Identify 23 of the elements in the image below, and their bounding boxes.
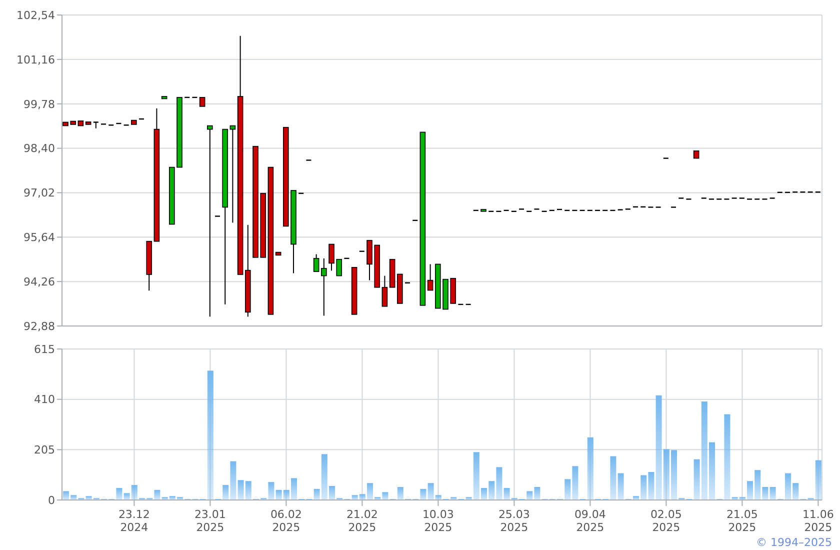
x-tick-label: 02.05 2025 — [650, 508, 682, 534]
y-tick-label: 615 — [34, 342, 55, 356]
y-tick-label: 410 — [34, 393, 55, 406]
y-tick-label: 97,02 — [24, 186, 55, 200]
x-tick-label: 09.04 2025 — [574, 508, 606, 534]
y-tick-label: 101,16 — [16, 53, 55, 66]
y-tick-label: 98,40 — [24, 142, 55, 156]
y-tick-label: 99,78 — [24, 98, 55, 111]
y-tick-label: 92,88 — [24, 320, 55, 333]
y-tick-label: 0 — [48, 494, 55, 507]
x-tick-label: 21.02 2025 — [346, 508, 378, 534]
x-tick-label: 21.05 2025 — [726, 508, 758, 534]
y-tick-label: 94,26 — [24, 275, 55, 288]
x-tick-label: 06.02 2025 — [270, 508, 302, 534]
y-tick-label: 95,64 — [24, 231, 55, 244]
x-tick-label: 25.03 2025 — [498, 508, 530, 534]
x-tick-label: 10.03 2025 — [422, 508, 454, 534]
y-tick-label: 102,54 — [16, 8, 55, 22]
x-tick-label: 23.12 2024 — [118, 508, 150, 534]
y-tick-label: 205 — [34, 444, 55, 457]
text: © 1994–2025 — [756, 536, 832, 549]
x-tick-label: 11.06 2025 — [802, 508, 834, 534]
x-tick-label: 23.01 2025 — [194, 508, 226, 534]
